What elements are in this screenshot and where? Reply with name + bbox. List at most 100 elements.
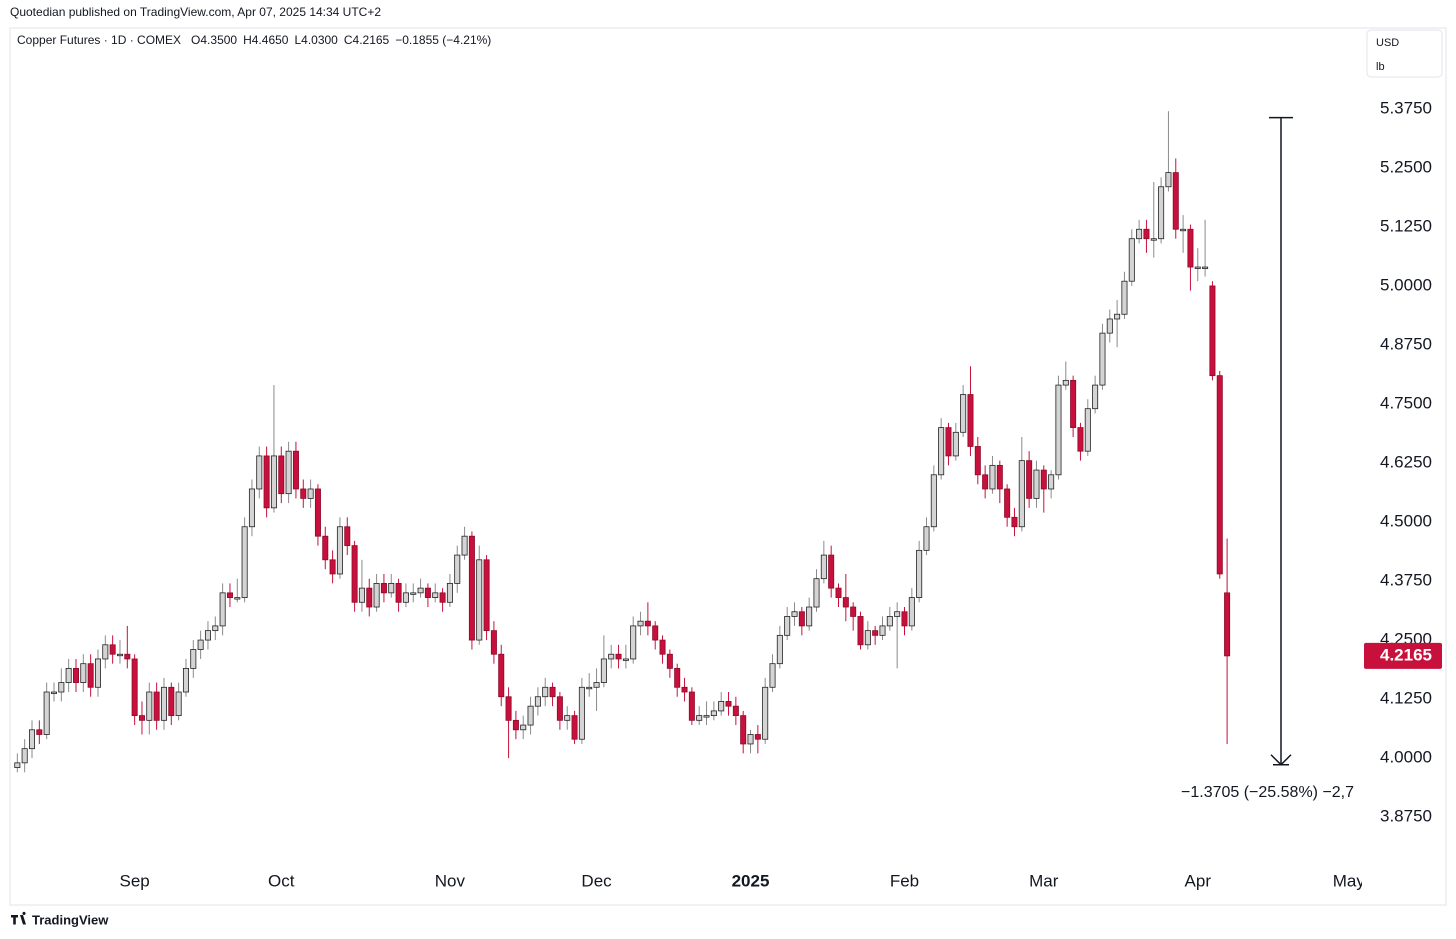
candle-body [600,658,607,683]
candle-body [168,686,175,717]
candle-body [256,455,263,490]
candle-body [586,686,593,690]
candle-body [1040,469,1047,490]
y-tick-label: 5.0000 [1380,275,1432,294]
unit: lb [1376,61,1385,73]
x-tick-label: Oct [268,871,295,890]
candle-body [1084,408,1091,452]
candle-body [534,696,541,707]
candle-body [952,431,959,457]
candle-body [1114,313,1121,320]
candle-body [784,616,791,636]
candle-body [190,649,197,669]
candle-body [50,691,57,694]
candle-body [124,653,131,660]
candle-body [688,691,695,721]
measure-label: −1.3705 (−25.58%) −2,7 [1181,784,1354,801]
candle-body [630,625,637,660]
candle-body [109,644,116,655]
candle-body [659,639,666,655]
candle-body [798,611,805,627]
candle-body [241,526,248,598]
candle-body [322,535,329,561]
candle-body [153,691,160,721]
candle-body [234,597,241,600]
candle-body [923,526,930,551]
candle-body [175,691,182,717]
candle-body [747,734,754,745]
candle-body [336,526,343,575]
candle-body [410,592,417,595]
candle-body [373,583,380,608]
candle-body [182,668,189,693]
candle-body [967,394,974,447]
candle-body [58,682,65,693]
candle-body [116,653,123,657]
candle-body [593,682,600,688]
x-tick-label: Apr [1185,871,1212,890]
candle-body [21,748,28,764]
candle-body [960,394,967,433]
candle-body [1158,186,1165,240]
candle-body [505,696,512,721]
candle-body [725,701,732,707]
candle-body [454,554,461,584]
candle-body [94,658,101,688]
candle-body [1048,474,1055,490]
candle-body [1011,516,1018,528]
candle-body [65,668,72,683]
candle-body [754,734,761,740]
candle-body [490,630,497,655]
ohlc-value: L4.0300 [294,33,338,47]
candle-body [300,488,307,499]
candle-body [483,559,490,632]
candle-body [402,592,409,603]
candle-body [864,630,871,646]
candle-body [1187,228,1194,268]
candle-body [417,587,424,594]
candle-body [87,663,94,688]
candle-body [615,653,622,660]
candle-body [102,644,109,660]
ohlc-value: O4.3500 [191,33,237,47]
candle-body [850,606,857,617]
candle-body [520,724,527,731]
candle-body [314,488,321,537]
candle-body [351,545,358,603]
candle-body [380,583,387,594]
y-tick-label: 4.1250 [1380,689,1432,708]
published-line: Quotedian published on TradingView.com, … [10,5,381,19]
candle-body [740,715,747,745]
candle-body [219,592,226,627]
candle-body [1202,266,1209,269]
candle-body [329,559,336,575]
candle-body [292,450,299,490]
candle-body [996,464,1003,490]
y-tick-label: 5.2500 [1380,157,1432,176]
candle-body [1143,228,1150,240]
candle-body [828,554,835,589]
x-tick-label: Dec [581,871,612,890]
candle-body [1165,172,1172,188]
plot-area: −1.3705 (−25.58%) −2,7 [14,111,1354,801]
candle-body [813,578,820,608]
candle-body [527,705,534,726]
x-tick-label: Sep [120,871,150,890]
candle-body [938,427,945,476]
candle-body [989,464,996,490]
candle-body [696,715,703,721]
candle-body [908,597,915,627]
candle-body [710,710,717,717]
candle-body [879,625,886,636]
x-tick-label: Mar [1029,871,1059,890]
candle-body [776,634,783,665]
candle-body [1194,266,1201,269]
candle-body [72,668,79,683]
candle-body [1055,384,1062,476]
candle-body [204,630,211,641]
candle-body [80,663,87,683]
candle-body [703,715,710,718]
candle-body [674,668,681,688]
